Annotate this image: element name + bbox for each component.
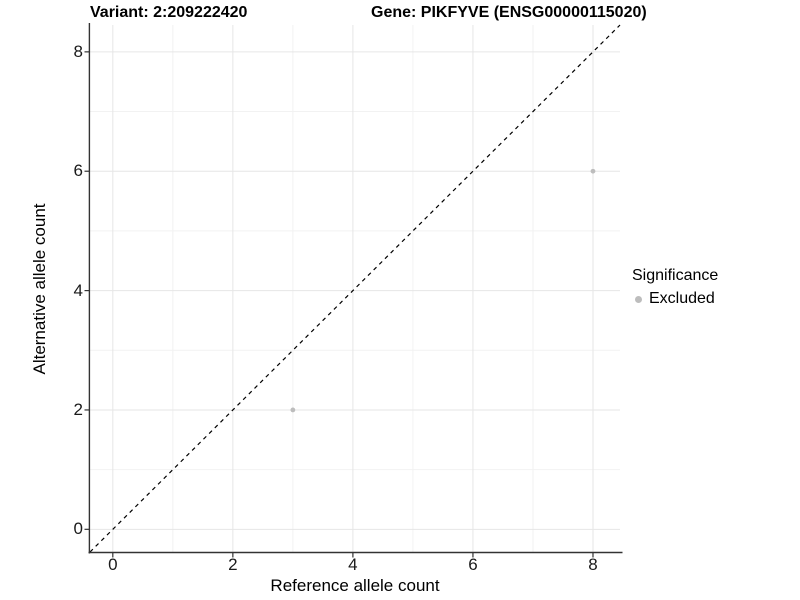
x-tick-label: 2 [228, 555, 238, 574]
plot-title-variant: Variant: 2:209222420 [90, 4, 248, 21]
x-tick-label: 0 [108, 555, 118, 574]
x-tick-label: 4 [348, 555, 358, 574]
x-tick-label: 6 [468, 555, 478, 574]
legend-item-label: Excluded [649, 290, 715, 307]
y-tick-label: 4 [73, 280, 83, 300]
x-tick-label: 8 [588, 555, 598, 574]
x-axis-title: Reference allele count [270, 576, 440, 595]
legend-item: Excluded [632, 290, 718, 308]
legend-key-dot-icon [632, 293, 645, 306]
plot-title-gene: Gene: PIKFYVE (ENSG00000115020) [371, 4, 647, 21]
y-tick-label: 6 [73, 161, 83, 181]
y-tick-label: 0 [73, 519, 83, 539]
data-point [290, 407, 296, 413]
y-tick-label: 2 [73, 399, 83, 419]
legend-items: Excluded [632, 290, 718, 308]
excluded-point-icon [635, 295, 642, 303]
data-point [590, 168, 596, 174]
y-axis-title: Alternative allele count [30, 203, 49, 375]
y-tick-label: 8 [73, 41, 83, 61]
identity-reference-line [89, 24, 621, 553]
legend: Significance Excluded [632, 267, 718, 308]
legend-title: Significance [632, 267, 719, 284]
